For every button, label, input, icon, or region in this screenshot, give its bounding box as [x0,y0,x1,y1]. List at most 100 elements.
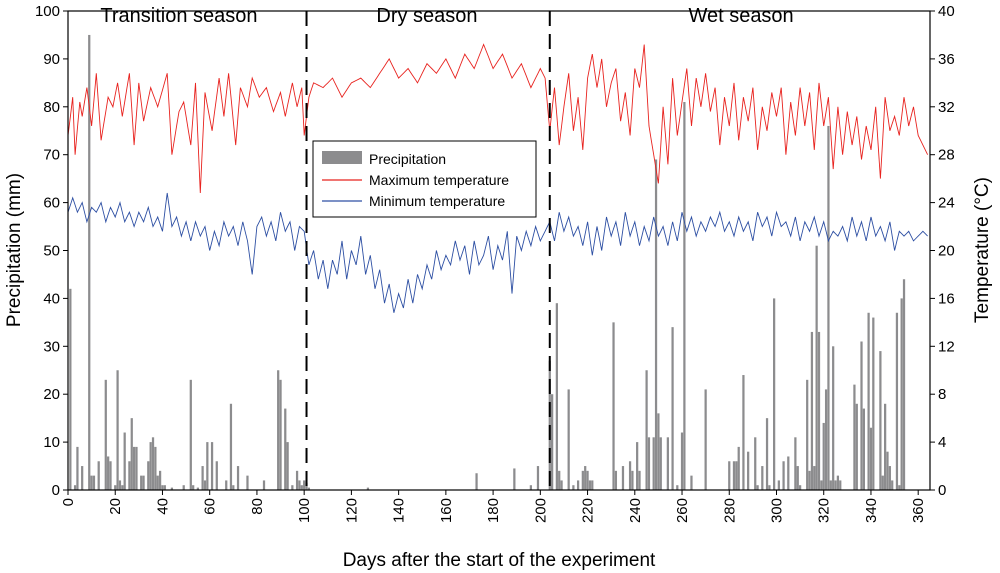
precipitation-bar [787,456,790,490]
precipitation-bar [902,279,906,490]
precipitation-bar [754,437,757,490]
precipitation-bar [676,485,679,490]
precipitation-bar [796,466,799,490]
y2-tick-label: 32 [938,99,955,116]
min-temperature-line [67,192,928,313]
x-tick-label: 360 [910,498,927,523]
precipitation-bar [279,379,282,490]
precipitation-bar [158,470,162,490]
x-tick-label: 180 [485,498,502,523]
precipitation-bar [305,482,308,490]
precipitation-bar [551,394,554,490]
y-tick-label: 10 [43,434,60,451]
precipitation-bar [636,442,639,490]
precipitation-bar [777,480,780,490]
precipitation-bar [307,487,311,490]
precipitation-bar [128,461,131,490]
x-tick-label: 260 [674,498,691,523]
precipitation-bar [81,466,84,490]
precipitation-bar [652,437,655,490]
precipitation-bar [860,341,863,490]
precipitation-bar [196,487,200,490]
precipitation-bar [683,102,686,490]
precipitation-bar [834,480,837,490]
precipitation-bar [161,485,164,490]
precipitation-bar [107,456,110,490]
x-tick-label: 120 [343,498,360,523]
precipitation-bar [88,34,91,490]
precipitation-bar [614,470,618,490]
precipitation-bar [277,370,280,490]
y2-tick-label: 12 [938,338,955,355]
precipitation-bar [189,379,192,490]
max-temperature-line [67,43,929,194]
precipitation-bar [881,475,884,490]
y-tick-label: 70 [43,147,60,164]
y2-axis-title: Temperature (°C) [972,177,993,323]
precipitation-bar [884,403,887,490]
y2-tick-label: 16 [938,290,955,307]
precipitation-bar [584,466,587,490]
precipitation-bar [558,470,561,490]
x-tick-label: 280 [721,498,738,523]
precipitation-bar [588,480,592,490]
x-tick-label: 220 [580,498,597,523]
precipitation-bar [879,351,882,490]
precipitation-bar [832,346,835,490]
precipitation-bar [822,422,825,490]
precipitation-bar [232,485,235,490]
precipitation-bar [898,485,901,490]
precipitation-bar [586,470,589,490]
precipitation-bar [300,485,303,490]
y-tick-label: 0 [52,482,60,499]
precipitation-bar [567,389,570,490]
season-dividers [305,11,551,490]
precipitation-bar [246,475,249,490]
precipitation-bar [206,442,209,490]
precipitation-bar [203,480,207,490]
precipitation-bar [69,288,72,490]
x-tick-label: 240 [627,498,644,523]
precipitation-bar [298,480,301,490]
precipitation-bar [839,480,842,490]
y-tick-label: 60 [43,195,60,212]
precipitation-bar [621,466,625,490]
precipitation-bar [891,480,894,490]
x-tick-label: 100 [296,498,313,523]
precipitation-bar [215,461,218,490]
y-tick-label: 50 [43,243,60,260]
precipitation-bar [628,461,632,490]
axis-ticks: 0 20 40 60 80 100 120 140 160 180 200 220 240 260 280 3… [35,3,955,523]
precipitation-bar [581,470,584,490]
precipitation-bar [768,485,771,490]
precipitation-bar [824,389,828,490]
legend-swatch-precipitation [322,151,362,164]
x-tick-label: 160 [438,498,455,523]
precipitation-bar [291,485,294,490]
y2-tick-label: 24 [938,195,955,212]
precipitation-bar [90,475,93,490]
precipitation-bar [366,487,370,490]
x-tick-label: 340 [863,498,880,523]
x-tick-label: 60 [202,498,219,515]
precipitation-bar [133,446,136,490]
precipitation-bar [659,437,662,490]
x-tick-label: 300 [769,498,786,523]
precipitation-bar [810,331,814,490]
precipitation-bar [900,298,903,490]
precipitation-bar [225,480,228,490]
precipitation-bar [130,418,133,490]
y2-tick-label: 36 [938,51,955,68]
precipitation-bar [149,442,152,490]
legend-label: Maximum temperature [369,172,509,188]
precipitation-bar [654,159,658,491]
precipitation-bar [156,475,159,490]
precipitation-bar [869,427,873,490]
y-tick-label: 30 [43,338,60,355]
precipitation-bar [163,485,166,490]
precipitation-bar [303,480,306,490]
precipitation-bar [170,487,174,490]
x-tick-label: 40 [155,498,172,515]
precipitation-bar [513,468,516,490]
